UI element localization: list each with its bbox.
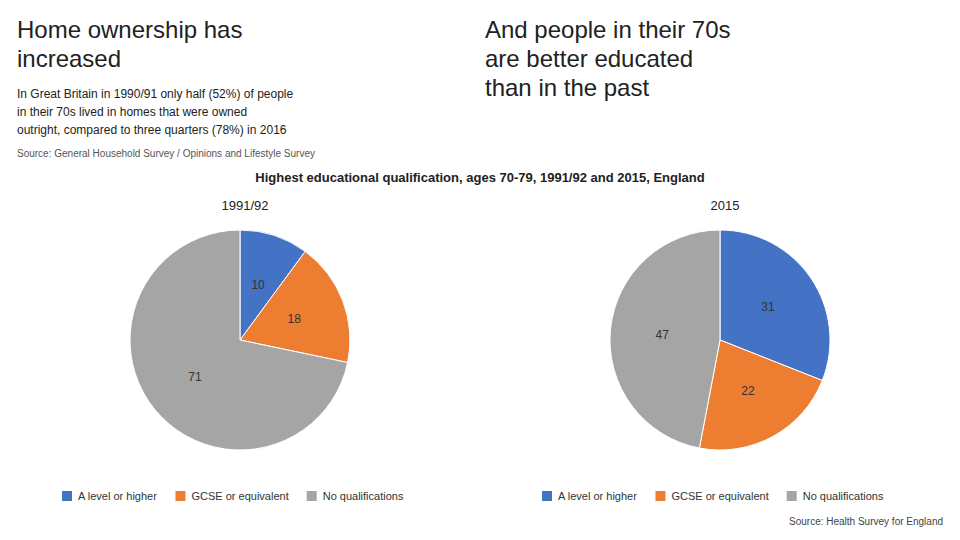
svg-text:than in the past: than in the past bbox=[485, 74, 649, 101]
svg-text:A level or higher: A level or higher bbox=[78, 490, 157, 502]
svg-text:are better educated: are better educated bbox=[485, 45, 693, 72]
svg-text:1991/92: 1991/92 bbox=[222, 198, 269, 213]
svg-text:Highest educational qualificat: Highest educational qualification, ages … bbox=[255, 170, 704, 185]
svg-text:Home ownership has: Home ownership has bbox=[17, 16, 242, 43]
svg-text:outright, compared to three qu: outright, compared to three quarters (78… bbox=[17, 123, 287, 137]
svg-text:47: 47 bbox=[656, 328, 670, 342]
svg-text:And people in their 70s: And people in their 70s bbox=[485, 16, 731, 43]
svg-text:No qualifications: No qualifications bbox=[323, 490, 404, 502]
svg-text:71: 71 bbox=[188, 370, 202, 384]
svg-text:In Great Britain in 1990/91 on: In Great Britain in 1990/91 only half (5… bbox=[17, 87, 293, 101]
svg-text:GCSE or equivalent: GCSE or equivalent bbox=[191, 490, 288, 502]
svg-text:A level or higher: A level or higher bbox=[558, 490, 637, 502]
svg-text:31: 31 bbox=[761, 300, 775, 314]
svg-text:Source: Health Survey for Engl: Source: Health Survey for England bbox=[789, 516, 943, 527]
svg-text:10: 10 bbox=[251, 278, 265, 292]
svg-text:No qualifications: No qualifications bbox=[803, 490, 884, 502]
svg-text:18: 18 bbox=[288, 312, 302, 326]
svg-text:increased: increased bbox=[17, 45, 121, 72]
svg-text:GCSE or equivalent: GCSE or equivalent bbox=[671, 490, 768, 502]
svg-text:22: 22 bbox=[741, 384, 755, 398]
svg-text:in their 70s lived in homes th: in their 70s lived in homes that were ow… bbox=[17, 105, 247, 119]
svg-text:Source: General Household Surv: Source: General Household Survey / Opini… bbox=[17, 148, 315, 159]
svg-text:2015: 2015 bbox=[711, 198, 740, 213]
